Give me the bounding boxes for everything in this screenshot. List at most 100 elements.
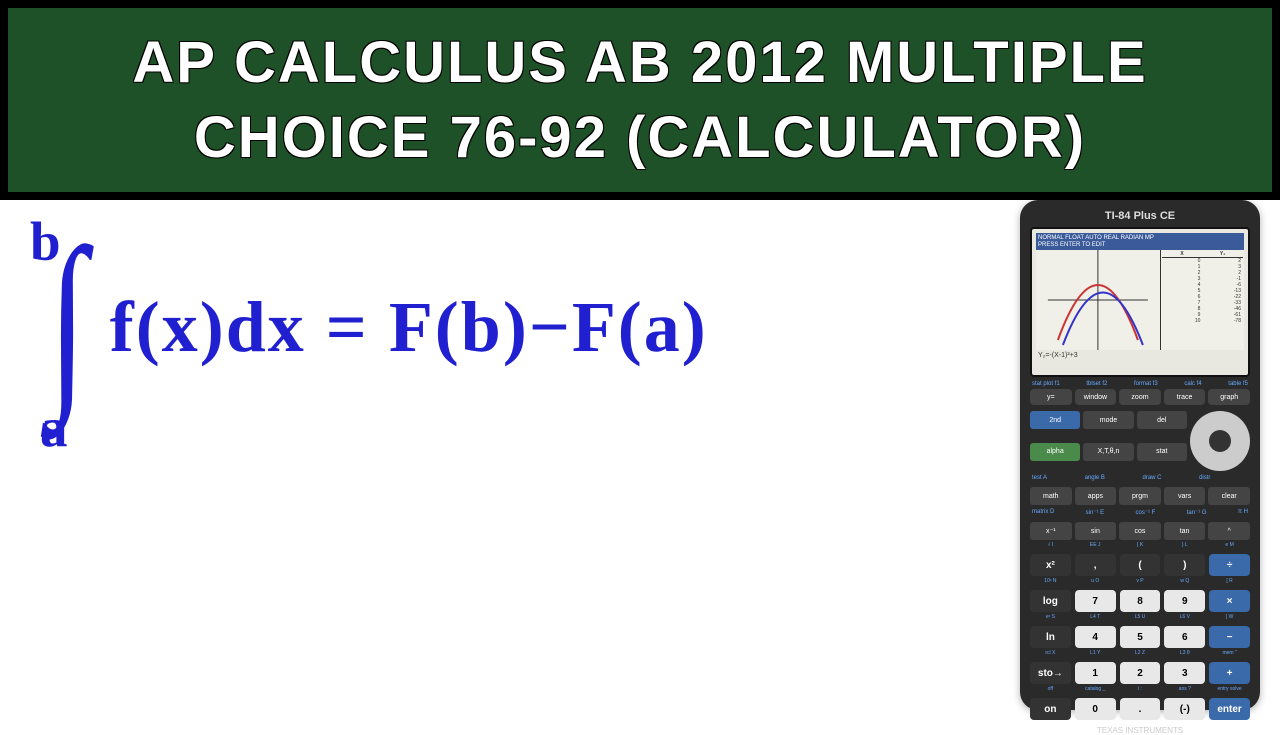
top-label: calc f4 (1184, 381, 1201, 387)
calc-key[interactable]: . (1120, 698, 1161, 720)
key-label: L5 U (1120, 614, 1161, 620)
directional-pad[interactable] (1190, 411, 1250, 471)
key-label: entry solve (1209, 686, 1250, 692)
screen-equation: Y₂=-(X-1)²+3 (1036, 350, 1244, 361)
title-line-2: CHOICE 76-92 (CALCULATOR) (194, 100, 1086, 175)
graph-plot (1036, 250, 1161, 350)
key-label: 10ˣ N (1030, 578, 1071, 584)
key-label: ] W (1209, 614, 1250, 620)
top-button[interactable]: zoom (1119, 389, 1161, 405)
key-label: catalog _ (1075, 686, 1116, 692)
top-labels: stat plot f1tblset f2format f3calc f4tab… (1030, 381, 1250, 387)
calc-key[interactable]: 2 (1120, 662, 1161, 684)
title-line-1: AP CALCULUS AB 2012 MULTIPLE (132, 25, 1147, 100)
calc-key[interactable]: ) (1164, 554, 1205, 576)
top-label: stat plot f1 (1032, 381, 1060, 387)
key-label: u O (1075, 578, 1116, 584)
top-button[interactable]: graph (1208, 389, 1250, 405)
mid-button[interactable]: X,T,θ,n (1083, 443, 1133, 461)
func-button[interactable]: tan (1164, 522, 1206, 540)
key-label: L4 T (1075, 614, 1116, 620)
func-row-2: x⁻¹sincostan^ (1030, 522, 1250, 540)
func-button[interactable]: prgm (1119, 487, 1161, 505)
top-button[interactable]: trace (1164, 389, 1206, 405)
key-label: off (1030, 686, 1071, 692)
calc-key[interactable]: − (1209, 626, 1250, 648)
screen-status-bar: NORMAL FLOAT AUTO REAL RADIAN MP PRESS E… (1036, 233, 1244, 250)
equals-sign: = (326, 287, 389, 367)
func-label: test A (1032, 475, 1047, 481)
mid-button[interactable]: del (1137, 411, 1187, 429)
calc-key[interactable]: 9 (1164, 590, 1205, 612)
calc-key[interactable]: 6 (1164, 626, 1205, 648)
key-label: v P (1120, 578, 1161, 584)
key-label: mem " (1209, 650, 1250, 656)
calc-key[interactable]: log (1030, 590, 1071, 612)
key-label: } L (1164, 542, 1205, 548)
mid-button[interactable]: alpha (1030, 443, 1080, 461)
key-label: √ I (1030, 542, 1071, 548)
calc-key[interactable]: 3 (1164, 662, 1205, 684)
mid-section: 2ndmodedel alphaX,T,θ,nstat (1030, 411, 1250, 471)
integral-sign: ∫ (48, 250, 86, 390)
calculator-model: TI-84 Plus CE (1030, 210, 1250, 222)
calc-key[interactable]: 8 (1120, 590, 1161, 612)
mid-buttons: 2ndmodedel alphaX,T,θ,nstat (1030, 411, 1187, 471)
graph-curves (1036, 250, 1160, 350)
key-label: i : (1120, 686, 1161, 692)
func-label: draw C (1143, 475, 1162, 481)
title-header: AP CALCULUS AB 2012 MULTIPLE CHOICE 76-9… (0, 0, 1280, 200)
calc-key[interactable]: 1 (1075, 662, 1116, 684)
func-button[interactable]: x⁻¹ (1030, 522, 1072, 540)
func-button[interactable]: ^ (1208, 522, 1250, 540)
calc-key[interactable]: ( (1120, 554, 1161, 576)
calc-key[interactable]: x² (1030, 554, 1071, 576)
func-button[interactable]: vars (1164, 487, 1206, 505)
key-label: eˣ S (1030, 614, 1071, 620)
graph-table: XY₂0213223-14-65-136-227-338-469-6110-78 (1161, 250, 1244, 350)
calc-key[interactable]: , (1075, 554, 1116, 576)
calc-key[interactable]: ÷ (1209, 554, 1250, 576)
key-label: w Q (1164, 578, 1205, 584)
key-label: { K (1120, 542, 1161, 548)
func-button[interactable]: math (1030, 487, 1072, 505)
func-button[interactable]: clear (1208, 487, 1250, 505)
mid-button[interactable]: 2nd (1030, 411, 1080, 429)
calc-key[interactable]: + (1209, 662, 1250, 684)
screen-graph-area: XY₂0213223-14-65-136-227-338-469-6110-78 (1036, 250, 1244, 350)
func-button[interactable]: apps (1075, 487, 1117, 505)
calc-key[interactable]: 0 (1075, 698, 1116, 720)
integrand: f(x)dx (110, 287, 306, 367)
calc-key[interactable]: × (1209, 590, 1250, 612)
calc-key[interactable]: 4 (1075, 626, 1116, 648)
key-label: L6 V (1164, 614, 1205, 620)
key-label: rcl X (1030, 650, 1071, 656)
key-label: ans ? (1164, 686, 1205, 692)
func-button[interactable]: sin (1075, 522, 1117, 540)
func-button[interactable]: cos (1119, 522, 1161, 540)
dpad-center (1209, 430, 1231, 452)
calc-key[interactable]: ln (1030, 626, 1071, 648)
key-label: L2 Z (1120, 650, 1161, 656)
calc-key[interactable]: 5 (1120, 626, 1161, 648)
ti84-calculator: TI-84 Plus CE NORMAL FLOAT AUTO REAL RAD… (1020, 200, 1260, 710)
func-label: tan⁻¹ G (1187, 509, 1207, 516)
top-button[interactable]: window (1075, 389, 1117, 405)
mid-button[interactable]: stat (1137, 443, 1187, 461)
integral-formula: b ∫ a f(x)dx = F(b)−F(a) (40, 250, 708, 404)
func-label: matrix D (1032, 509, 1054, 516)
func-label: sin⁻¹ E (1086, 509, 1105, 516)
calc-key[interactable]: sto→ (1030, 662, 1071, 684)
dpad-ring[interactable] (1190, 411, 1250, 471)
key-label: L1 Y (1075, 650, 1116, 656)
func-label: angle B (1085, 475, 1105, 481)
calc-key[interactable]: (-) (1164, 698, 1205, 720)
mid-button[interactable]: mode (1083, 411, 1133, 429)
calc-key[interactable]: on (1030, 698, 1071, 720)
calc-key[interactable]: enter (1209, 698, 1250, 720)
calc-key[interactable]: 7 (1075, 590, 1116, 612)
key-label: L3 θ (1164, 650, 1205, 656)
func-labels-2: matrix Dsin⁻¹ Ecos⁻¹ Ftan⁻¹ Gπ H (1030, 509, 1250, 516)
calculator-screen: NORMAL FLOAT AUTO REAL RADIAN MP PRESS E… (1030, 227, 1250, 377)
top-button[interactable]: y= (1030, 389, 1072, 405)
